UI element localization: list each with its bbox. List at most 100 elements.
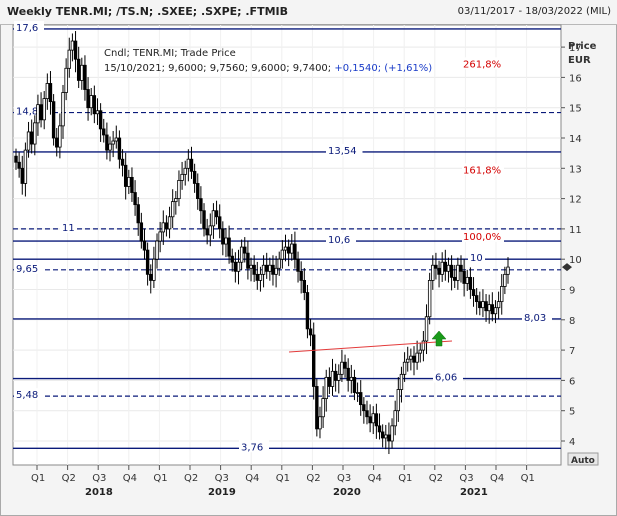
candle	[17, 152, 21, 178]
candle	[186, 149, 191, 182]
candle	[177, 170, 181, 207]
candle	[83, 55, 87, 101]
level-label: 9,65	[16, 264, 38, 275]
candle	[443, 249, 448, 281]
candle	[474, 287, 479, 315]
candle	[233, 252, 238, 283]
x-year-label: 2021	[460, 487, 488, 498]
candle	[161, 210, 165, 245]
candle	[293, 231, 297, 269]
candle	[340, 349, 344, 382]
candle	[343, 354, 347, 378]
level-label: 3,76	[241, 442, 263, 453]
auto-button[interactable]: Auto	[567, 452, 599, 466]
x-year-label: 2020	[333, 487, 361, 498]
candle	[296, 251, 300, 283]
candle	[487, 294, 491, 324]
candle	[484, 294, 488, 322]
candle	[221, 221, 225, 256]
candle	[29, 119, 34, 154]
candle	[402, 352, 407, 382]
candle	[274, 255, 278, 288]
candle	[183, 160, 187, 186]
candle	[102, 118, 106, 143]
candle	[490, 292, 495, 322]
candle	[255, 261, 259, 290]
fib-level-label: 161,8%	[463, 165, 501, 176]
candle	[249, 257, 253, 282]
candle	[55, 128, 59, 157]
candle	[48, 71, 53, 115]
x-quarter-label: Q1	[31, 473, 45, 484]
candle	[45, 73, 50, 110]
candle	[95, 98, 100, 125]
candle	[214, 200, 219, 225]
x-quarter-label: Q2	[429, 473, 443, 484]
x-quarter-label: Q1	[521, 473, 535, 484]
candle	[409, 348, 413, 371]
x-quarter-label: Q4	[123, 473, 137, 484]
info-line-2: 15/10/2021; 9,6000; 9,7560; 9,6000; 9,74…	[104, 63, 432, 74]
candle	[73, 31, 78, 73]
candle	[330, 358, 335, 396]
candle	[500, 274, 504, 315]
x-quarter-label: Q2	[62, 473, 76, 484]
candle	[453, 264, 457, 288]
candle	[117, 130, 122, 169]
up-arrow-icon	[431, 330, 447, 347]
candle	[384, 424, 388, 450]
candle	[80, 57, 84, 90]
candle	[312, 322, 316, 400]
candle	[380, 424, 385, 448]
x-year-label: 2018	[85, 487, 113, 498]
y-tick-label: 14	[569, 134, 582, 145]
candle	[362, 397, 366, 424]
candle	[437, 260, 441, 288]
candle	[377, 413, 382, 440]
y-axis: Price EUR 17 16 15 14 13 12 11 10 9 8 7 6 5 4	[561, 41, 597, 448]
y-tick-label: 11	[569, 225, 582, 236]
candle	[374, 403, 379, 439]
candle	[155, 233, 159, 269]
candle	[396, 377, 401, 422]
candle	[64, 58, 68, 101]
level-label: 5,48	[16, 390, 38, 401]
candle	[14, 148, 18, 170]
y-tick-label: 12	[569, 195, 582, 206]
candle	[506, 257, 510, 284]
candle	[471, 277, 476, 307]
fibonacci-labels: 261,8% 161,8% 100,0%	[462, 57, 504, 243]
candle	[355, 382, 360, 402]
date-range: 03/11/2017 - 18/03/2022 (MIL)	[457, 6, 611, 17]
info-change: +0,1540; (+1,61%)	[334, 63, 432, 74]
candle	[305, 284, 310, 339]
candle	[446, 257, 451, 283]
candle	[158, 221, 162, 253]
fib-level-label: 261,8%	[463, 59, 501, 70]
candle	[142, 228, 147, 260]
candle	[277, 251, 281, 276]
candle	[20, 155, 24, 195]
candle	[318, 406, 322, 439]
y-tick-label: 15	[569, 104, 582, 115]
candle	[280, 240, 285, 269]
candle	[227, 225, 231, 264]
candle	[327, 367, 332, 395]
y-tick-label: 9	[569, 286, 575, 297]
annotations	[288, 330, 453, 353]
candle	[431, 255, 435, 290]
candle	[208, 213, 212, 247]
level-label: 10	[470, 253, 483, 264]
candle	[149, 264, 153, 294]
trendline	[288, 340, 453, 353]
candle	[271, 255, 275, 286]
candle	[321, 386, 325, 428]
y-tick-label: 5	[569, 407, 575, 418]
candle	[415, 340, 419, 370]
candle	[164, 215, 169, 237]
x-axis: Q1 Q2 Q3 Q4 Q1 Q2 Q3 Q4 Q1 Q2 Q3 Q4 Q1 Q2 Q3 Q4 Q1 2018 20…	[13, 465, 561, 500]
candle	[123, 152, 128, 200]
candle	[170, 189, 175, 228]
candle	[493, 300, 498, 324]
